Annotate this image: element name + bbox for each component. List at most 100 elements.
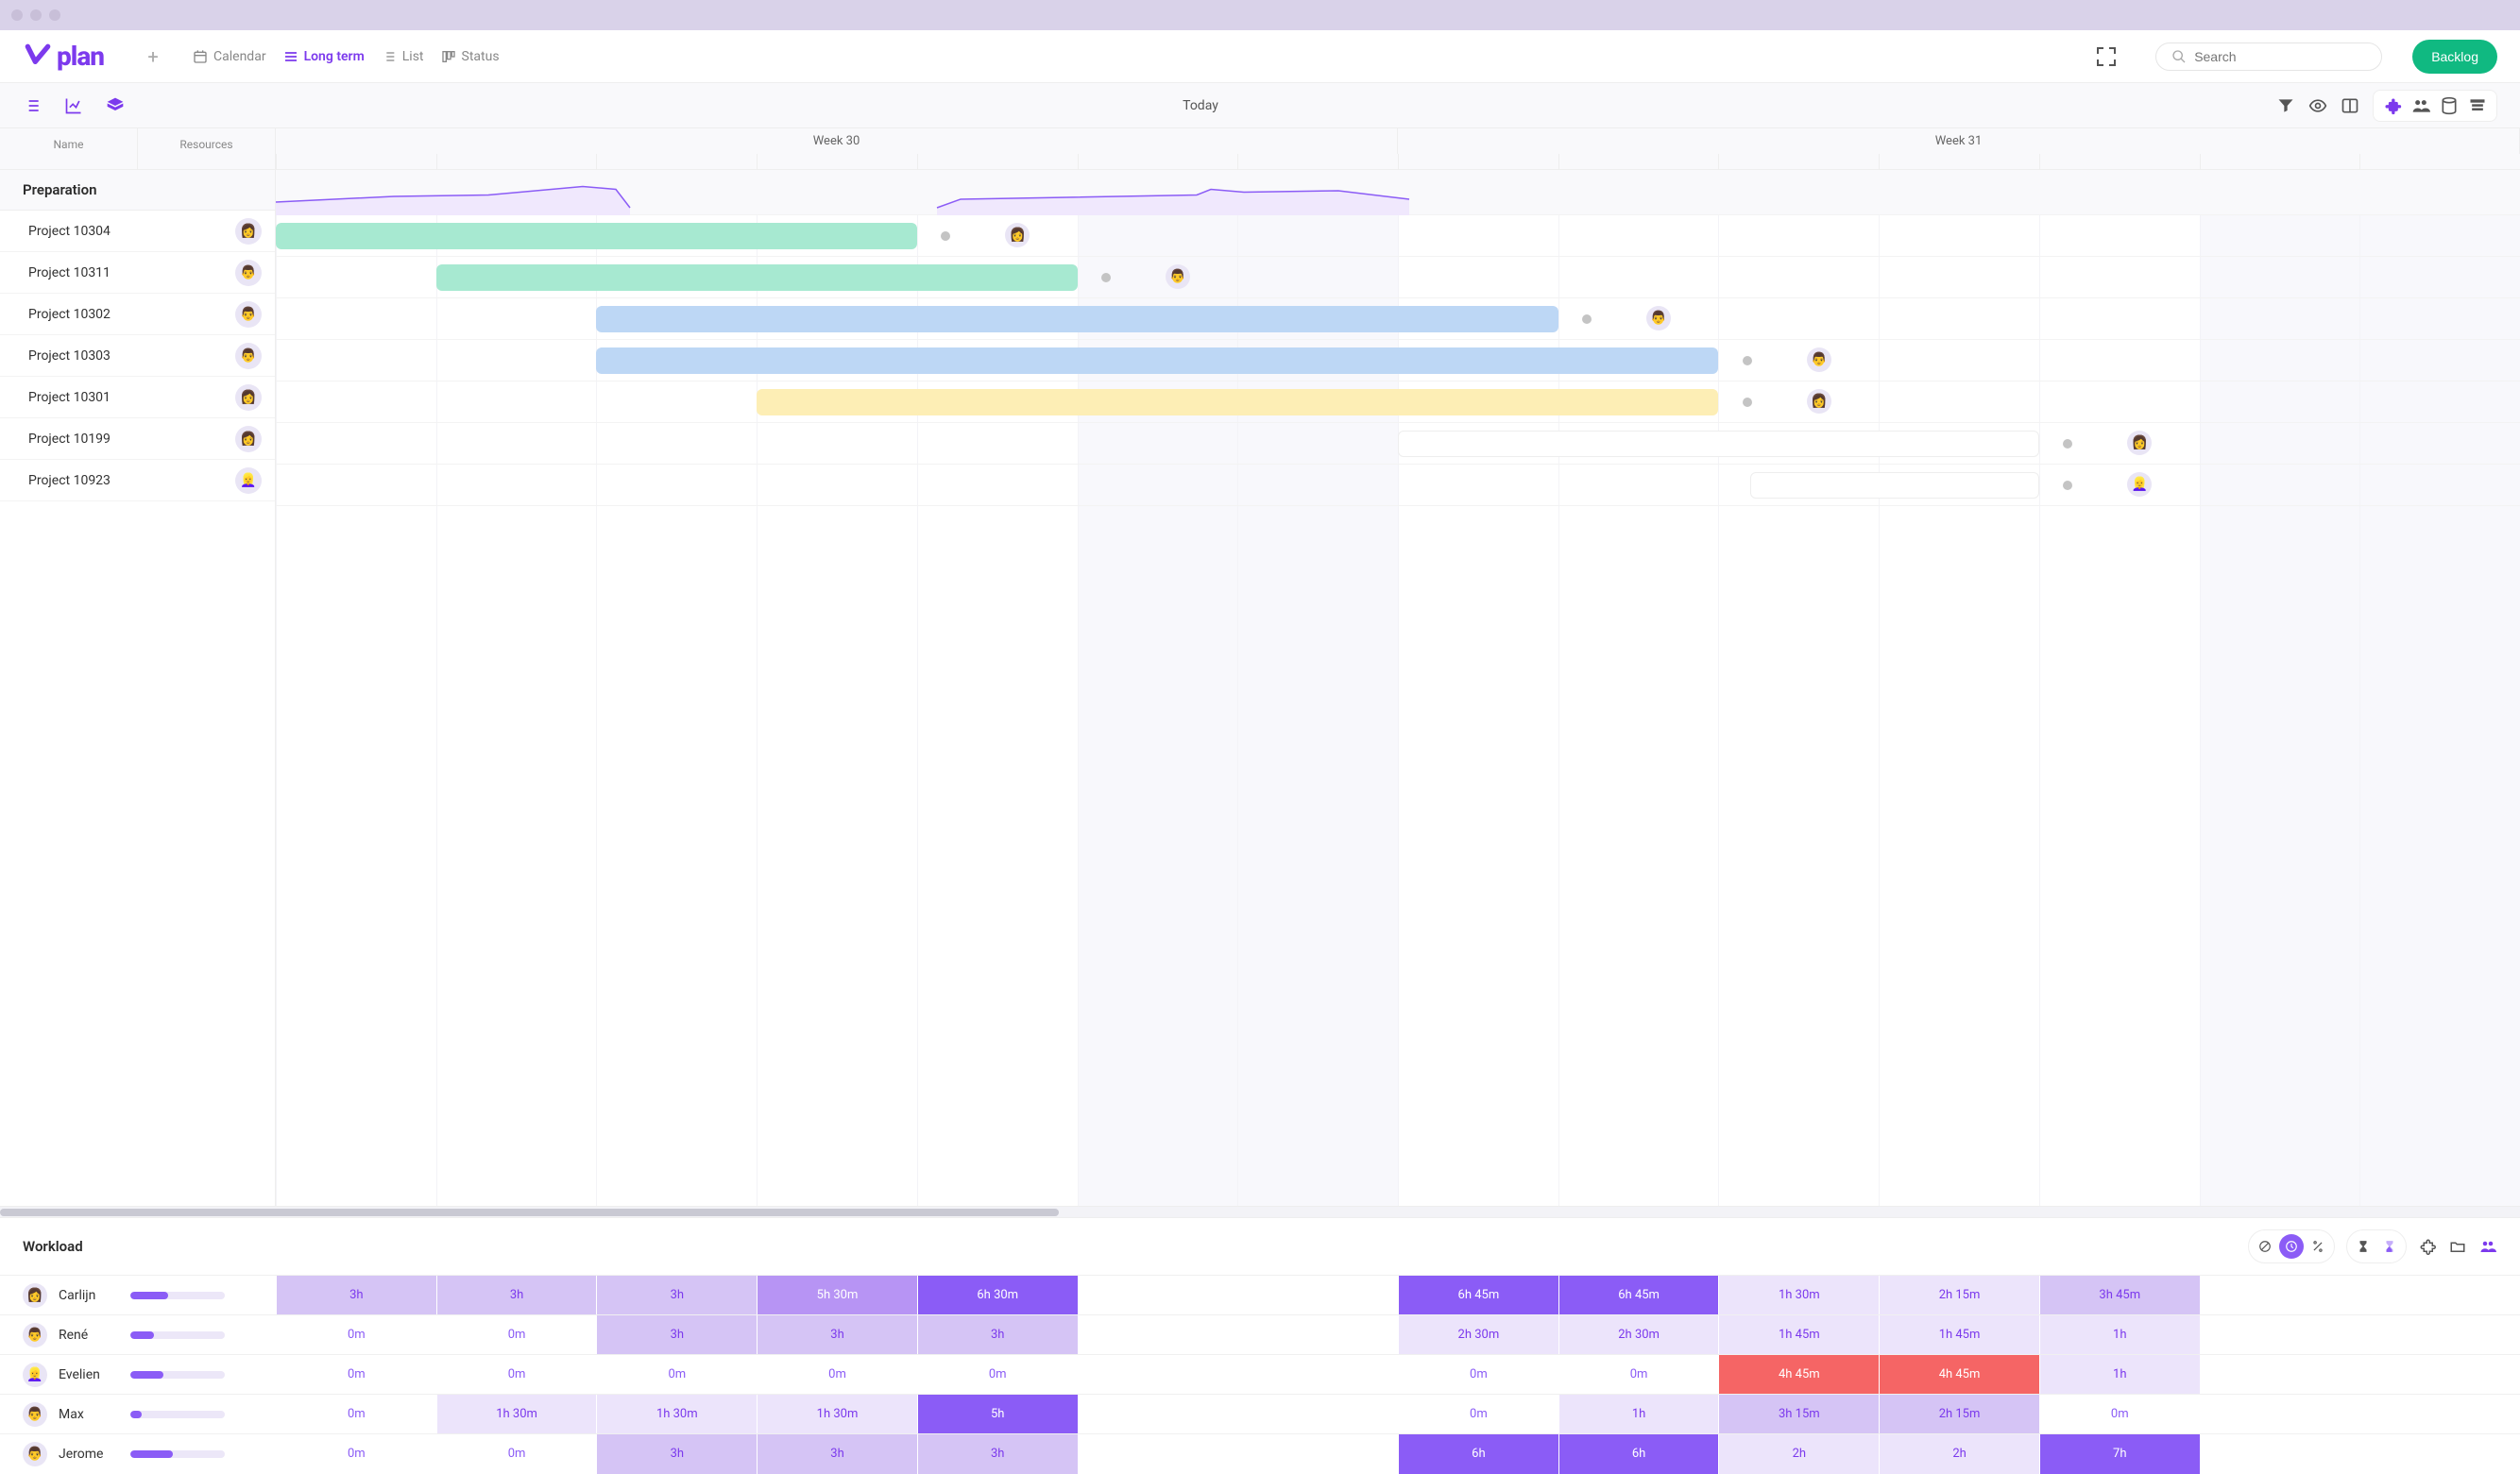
- workload-cell[interactable]: 3h: [596, 1276, 757, 1315]
- workload-cell[interactable]: 3h: [596, 1315, 757, 1355]
- assignee-avatar[interactable]: 👩: [2127, 431, 2152, 455]
- project-row[interactable]: Project 10303 👨: [0, 335, 275, 377]
- workload-cell[interactable]: 1h 30m: [757, 1395, 917, 1434]
- assignee-avatar[interactable]: 👩: [1807, 389, 1831, 414]
- project-row[interactable]: Project 10199 👩: [0, 418, 275, 460]
- gantt-row[interactable]: 👩: [276, 423, 2520, 465]
- workload-cell[interactable]: 0m: [436, 1315, 597, 1355]
- mode-null-icon[interactable]: [2253, 1234, 2277, 1259]
- assignee-avatar[interactable]: 👩: [1005, 223, 1030, 247]
- workload-cell[interactable]: [2200, 1434, 2360, 1474]
- gantt-row[interactable]: 👨: [276, 340, 2520, 381]
- workload-cell[interactable]: [1237, 1276, 1398, 1315]
- workload-cell[interactable]: [1078, 1276, 1238, 1315]
- workload-cell[interactable]: 2h 30m: [1398, 1315, 1558, 1355]
- assignee-avatar[interactable]: 👱‍♀️: [2127, 472, 2152, 497]
- workload-cell[interactable]: [2200, 1315, 2360, 1355]
- workload-cell[interactable]: 3h: [436, 1276, 597, 1315]
- gantt-bar[interactable]: [757, 389, 1718, 415]
- workload-folder-icon[interactable]: [2448, 1237, 2467, 1256]
- workload-cell[interactable]: 7h: [2039, 1434, 2200, 1474]
- hourglass-half-icon[interactable]: [2377, 1234, 2402, 1259]
- workload-row[interactable]: 👩 Carlijn 3h3h3h5h 30m6h 30m6h 45m6h 45m…: [0, 1275, 2520, 1314]
- list-view-icon[interactable]: [23, 96, 42, 115]
- project-row[interactable]: Project 10302 👨: [0, 294, 275, 335]
- workload-cell[interactable]: 2h: [1718, 1434, 1879, 1474]
- workload-cell[interactable]: [1237, 1434, 1398, 1474]
- workload-cell[interactable]: 6h: [1398, 1434, 1558, 1474]
- add-button[interactable]: +: [142, 45, 164, 68]
- workload-cell[interactable]: 3h: [917, 1434, 1078, 1474]
- workload-cell[interactable]: 1h 45m: [1718, 1315, 1879, 1355]
- nav-view-longterm[interactable]: Long term: [283, 49, 365, 64]
- workload-cell[interactable]: [2200, 1276, 2360, 1315]
- project-row[interactable]: Project 10304 👩: [0, 211, 275, 252]
- gantt-row[interactable]: 👩: [276, 215, 2520, 257]
- people-icon[interactable]: [2411, 96, 2430, 115]
- gantt-bar[interactable]: [276, 223, 917, 249]
- workload-cell[interactable]: 0m: [1398, 1395, 1558, 1434]
- gantt-row[interactable]: 👨: [276, 257, 2520, 298]
- workload-cell[interactable]: 0m: [2039, 1395, 2200, 1434]
- workload-cell[interactable]: 0m: [436, 1434, 597, 1474]
- archive-icon[interactable]: [2468, 96, 2487, 115]
- workload-cell[interactable]: 3h: [757, 1434, 917, 1474]
- nav-view-calendar[interactable]: Calendar: [193, 49, 266, 64]
- horizontal-scrollbar[interactable]: [0, 1206, 2520, 1217]
- workload-cell[interactable]: 3h 15m: [1718, 1395, 1879, 1434]
- workload-cell[interactable]: 0m: [596, 1355, 757, 1395]
- gantt-row[interactable]: 👱‍♀️: [276, 465, 2520, 506]
- workload-cell[interactable]: 0m: [276, 1395, 436, 1434]
- assignee-avatar[interactable]: 👨: [1646, 306, 1671, 330]
- workload-row[interactable]: 👨 René 0m0m3h3h3h2h 30m2h 30m1h 45m1h 45…: [0, 1314, 2520, 1354]
- workload-cell[interactable]: 0m: [276, 1434, 436, 1474]
- workload-puzzle-icon[interactable]: [2418, 1237, 2437, 1256]
- traffic-light-close[interactable]: [11, 9, 23, 21]
- gantt-bar[interactable]: [596, 306, 1558, 332]
- columns-icon[interactable]: [2341, 96, 2359, 115]
- eye-icon[interactable]: [2308, 96, 2327, 115]
- workload-row[interactable]: 👨 Jerome 0m0m3h3h3h6h6h2h2h7h: [0, 1433, 2520, 1473]
- chart-icon[interactable]: [64, 96, 83, 115]
- workload-cell[interactable]: 3h 45m: [2039, 1276, 2200, 1315]
- workload-cell[interactable]: 4h 45m: [1718, 1355, 1879, 1395]
- workload-cell[interactable]: 2h: [1879, 1434, 2039, 1474]
- filter-icon[interactable]: [2276, 96, 2295, 115]
- traffic-light-maximize[interactable]: [49, 9, 60, 21]
- section-title[interactable]: Preparation: [0, 170, 275, 211]
- project-row[interactable]: Project 10923 👱‍♀️: [0, 460, 275, 501]
- workload-cell[interactable]: [2200, 1355, 2360, 1395]
- workload-cell[interactable]: 4h 45m: [1879, 1355, 2039, 1395]
- workload-cell[interactable]: 2h 15m: [1879, 1395, 2039, 1434]
- workload-row[interactable]: 👱‍♀️ Evelien 0m0m0m0m0m0m0m4h 45m4h 45m1…: [0, 1354, 2520, 1394]
- workload-cell[interactable]: [2359, 1315, 2520, 1355]
- workload-cell[interactable]: 6h 45m: [1558, 1276, 1719, 1315]
- workload-cell[interactable]: 1h: [2039, 1355, 2200, 1395]
- workload-cell[interactable]: [1078, 1315, 1238, 1355]
- workload-cell[interactable]: 0m: [1558, 1355, 1719, 1395]
- workload-cell[interactable]: 1h 30m: [436, 1395, 597, 1434]
- mode-percent-icon[interactable]: [2306, 1234, 2330, 1259]
- workload-cell[interactable]: 0m: [917, 1355, 1078, 1395]
- workload-cell[interactable]: 2h 15m: [1879, 1276, 2039, 1315]
- gantt-bar[interactable]: [436, 264, 1078, 291]
- gantt-bar[interactable]: [1750, 472, 2038, 499]
- search-input[interactable]: [2194, 49, 2366, 64]
- puzzle-icon[interactable]: [2383, 96, 2402, 115]
- workload-cell[interactable]: 0m: [276, 1355, 436, 1395]
- workload-cell[interactable]: [1078, 1395, 1238, 1434]
- workload-cell[interactable]: [2359, 1276, 2520, 1315]
- workload-cell[interactable]: 1h: [2039, 1315, 2200, 1355]
- fullscreen-button[interactable]: [2095, 45, 2118, 68]
- workload-cell[interactable]: [2359, 1434, 2520, 1474]
- project-row[interactable]: Project 10301 👩: [0, 377, 275, 418]
- workload-cell[interactable]: [1237, 1395, 1398, 1434]
- workload-cell[interactable]: 5h 30m: [757, 1276, 917, 1315]
- workload-cell[interactable]: 0m: [757, 1355, 917, 1395]
- today-label[interactable]: Today: [147, 98, 2254, 113]
- assignee-avatar[interactable]: 👨: [1807, 347, 1831, 372]
- assignee-avatar[interactable]: 👨: [1166, 264, 1190, 289]
- workload-cell[interactable]: 6h: [1558, 1434, 1719, 1474]
- workload-cell[interactable]: [1078, 1434, 1238, 1474]
- project-row[interactable]: Project 10311 👨: [0, 252, 275, 294]
